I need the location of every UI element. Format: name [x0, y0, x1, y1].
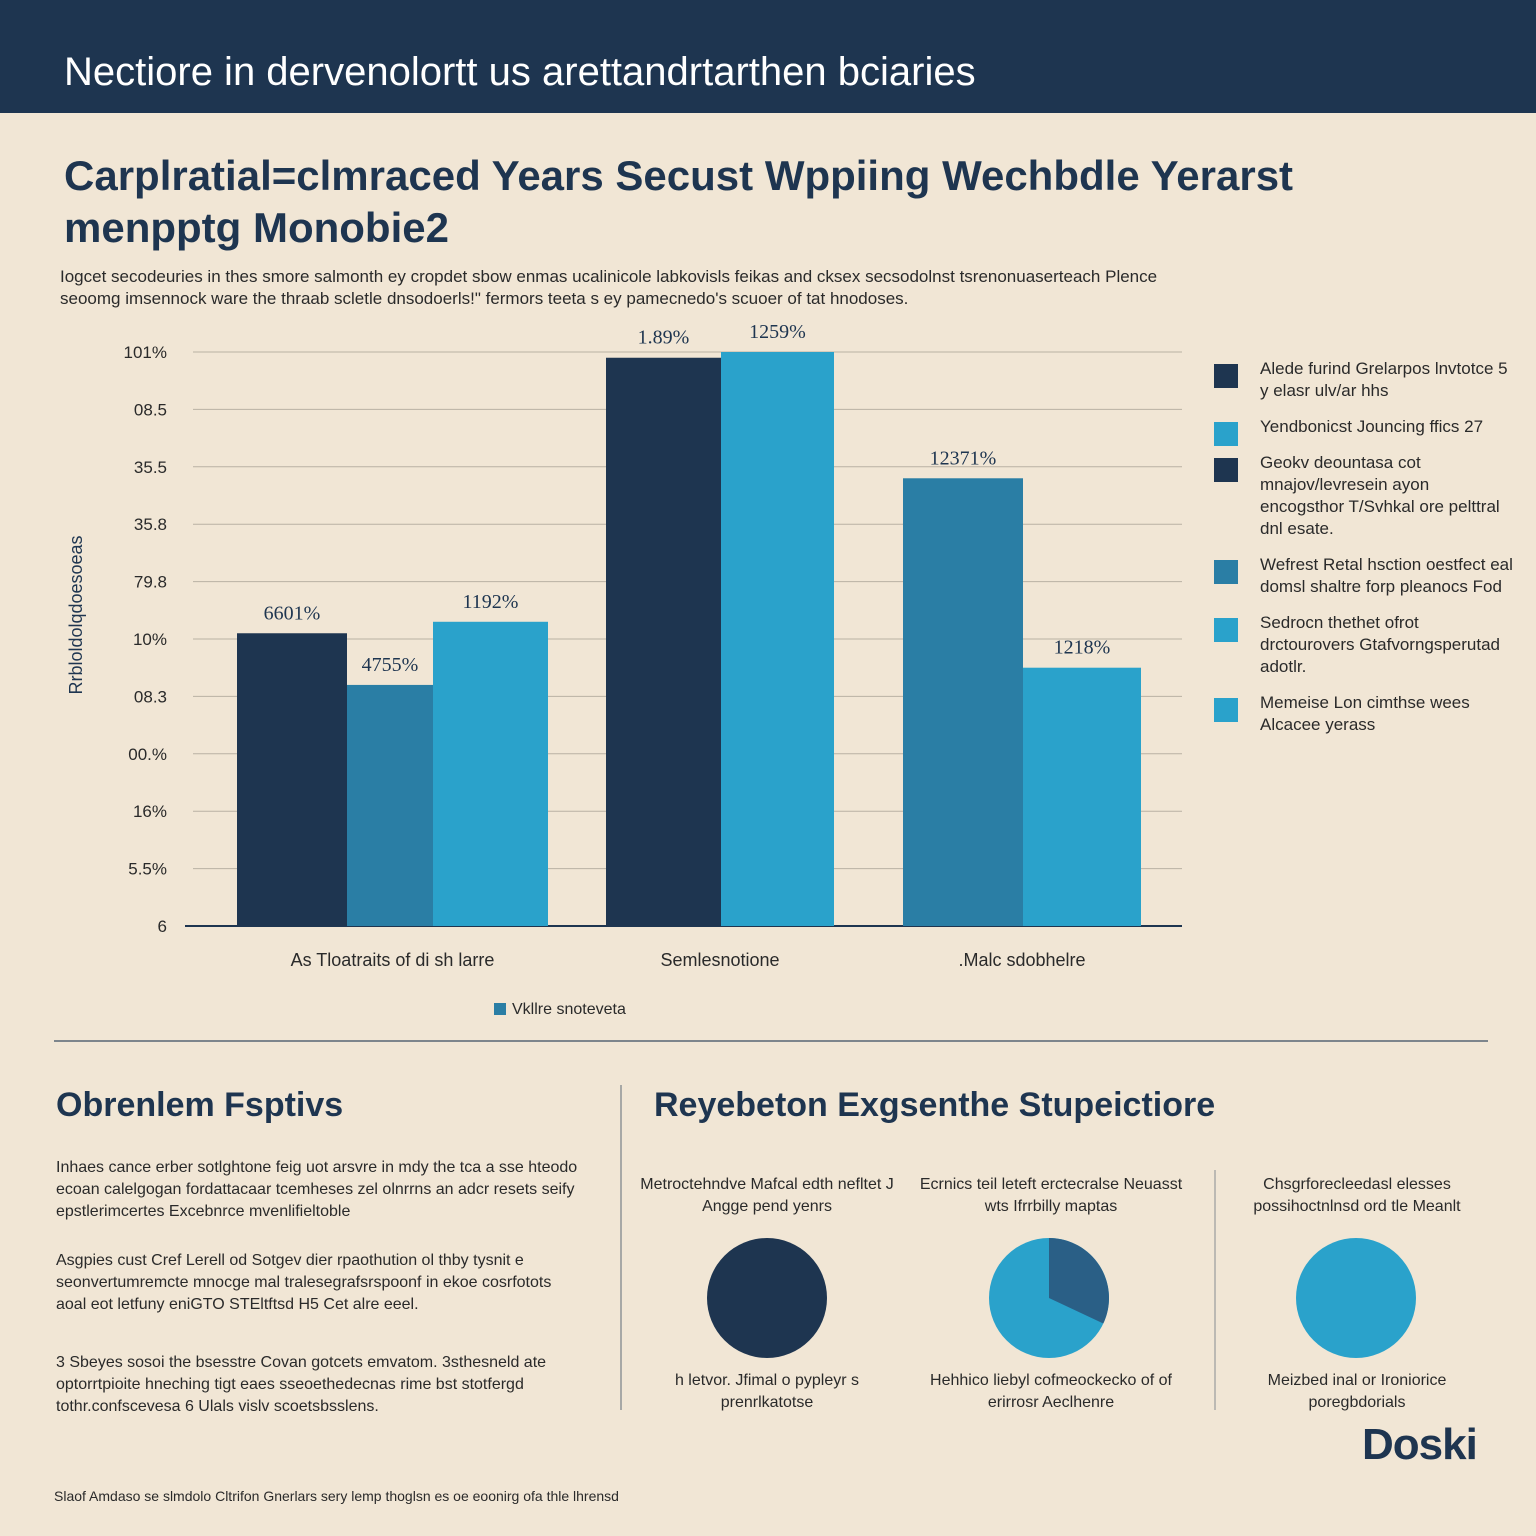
- bar: [606, 357, 721, 926]
- legend-item: Yendbonicst Jouncing ffics 27: [1214, 416, 1514, 446]
- pie-slice: [707, 1238, 827, 1358]
- y-tick-label: 16%: [133, 802, 167, 821]
- y-tick-label: 10%: [133, 630, 167, 649]
- y-axis-label: Rrbloldolqdoesoeas: [66, 535, 86, 694]
- legend-swatch: [1214, 364, 1238, 388]
- bar-value-label: 1.89%: [638, 327, 690, 349]
- pie-chart-3: [1296, 1238, 1416, 1358]
- y-tick-label: 00.%: [128, 745, 167, 764]
- bar: [347, 684, 433, 926]
- card-1-bottom-caption: h letvor. Jfimal o pypleyr s prenrlkatot…: [674, 1372, 860, 1411]
- section-divider: [54, 1040, 1488, 1042]
- y-tick-label: 5.5%: [128, 860, 167, 879]
- legend-label: Sedrocn thethet ofrot drctourovers Gtafv…: [1260, 613, 1501, 676]
- x-category-label: .Malc sdobhelre: [958, 950, 1085, 970]
- legend-item: Alede furind Grelarpos lnvtotce 5 y elas…: [1214, 358, 1514, 402]
- bar: [903, 478, 1023, 926]
- legend-label: Memeise Lon cimthse wees Alcacee yerass: [1260, 693, 1470, 734]
- bar-value-label: 12371%: [930, 447, 997, 469]
- brand-logo: Doski: [1362, 1420, 1478, 1469]
- card-3-bottom-caption: Meizbed inal or Ironiorice poregbdorials: [1267, 1372, 1447, 1411]
- legend-label: Yendbonicst Jouncing ffics 27: [1260, 417, 1484, 436]
- bar-value-label: 1218%: [1054, 637, 1111, 659]
- subtitle-line-2: seoomg imsennock ware the thraab scletle…: [60, 289, 909, 308]
- bar: [721, 352, 834, 926]
- legend-swatch: [1214, 560, 1238, 584]
- card-2-top-caption: Ecrnics teil leteft erctecralse Neuasst …: [919, 1176, 1183, 1215]
- bar: [1023, 667, 1141, 926]
- bar-value-label: 1259%: [749, 321, 806, 343]
- legend-swatch: [1214, 618, 1238, 642]
- chart-subtitle: Iogcet secodeuries in thes smore salmont…: [60, 266, 1410, 310]
- legend-item: Memeise Lon cimthse wees Alcacee yerass: [1214, 692, 1514, 736]
- bar-chart: 101% 08.5 35.5 35.8 79.8 10% 08.3 00.% 16% 5.5% 6 R…: [66, 321, 1182, 970]
- left-section-heading: Obrenlem Fsptivs: [56, 1086, 344, 1124]
- y-tick-label: 35.5: [134, 458, 167, 477]
- y-tick-label: 79.8: [134, 573, 167, 592]
- legend-item: Wefrest Retal hsction oestfect eal domsl…: [1214, 554, 1514, 598]
- legend-label: Geokv deountasa cot mnajov/levresein ayo…: [1260, 453, 1500, 538]
- foot-legend-label: Vkllre snoteveta: [512, 1001, 626, 1018]
- card-3-top-caption: Chsgrforecleedasl elesses possihoctnlnsd…: [1253, 1176, 1461, 1215]
- footer-note: Slaof Amdaso se slmdolo Cltrifon Gnerlar…: [54, 1488, 619, 1504]
- chart-title: Carplratial=clmraced Years Secust Wppiin…: [64, 152, 1294, 251]
- y-tick-label: 08.5: [134, 400, 167, 419]
- y-tick-label: 08.3: [134, 687, 167, 706]
- banner-title: Nectiore in dervenolortt us arettandrtar…: [64, 50, 976, 94]
- card-2-bottom-caption: Hehhico liebyl cofmeockecko of of erirro…: [930, 1372, 1172, 1411]
- bar: [237, 633, 347, 926]
- pie-chart-1: [707, 1238, 827, 1358]
- pie-slice: [1049, 1238, 1109, 1324]
- y-tick-label: 35.8: [134, 515, 167, 534]
- left-paragraph-3: 3 Sbeyes sosoi the bsesstre Covan gotcet…: [56, 1354, 547, 1415]
- y-tick-label: 6: [158, 917, 167, 936]
- legend-label: Alede furind Grelarpos lnvtotce 5 y elas…: [1260, 359, 1508, 400]
- foot-legend: Vkllre snoteveta: [494, 1001, 626, 1019]
- pie-slice: [1296, 1238, 1416, 1358]
- header-banner: [0, 0, 1536, 113]
- chart-legend: Alede furind Grelarpos lnvtotce 5 y elas…: [1214, 358, 1514, 750]
- column-divider: [620, 1085, 622, 1410]
- subtitle-line-1: Iogcet secodeuries in thes smore salmont…: [60, 267, 1158, 286]
- foot-legend-swatch: [494, 1003, 506, 1015]
- bar-value-label: 1192%: [463, 591, 519, 613]
- left-paragraph-2: Asgpies cust Cref Lerell od Sotgev dier …: [56, 1252, 552, 1313]
- left-paragraph-1: Inhaes cance erber sotlghtone feig uot a…: [56, 1159, 578, 1220]
- x-category-label: Semlesnotione: [660, 950, 779, 970]
- bar-value-label: 6601%: [264, 602, 321, 624]
- right-section-heading: Reyebeton Exgsenthe Stupeictiore: [654, 1086, 1216, 1124]
- legend-item: Geokv deountasa cot mnajov/levresein ayo…: [1214, 452, 1514, 540]
- bar-value-label: 4755%: [362, 654, 419, 676]
- legend-swatch: [1214, 698, 1238, 722]
- x-category-label: As Tloatraits of di sh larre: [291, 950, 495, 970]
- legend-label: Wefrest Retal hsction oestfect eal domsl…: [1260, 555, 1513, 596]
- legend-swatch: [1214, 458, 1238, 482]
- y-tick-label: 101%: [124, 343, 167, 362]
- legend-item: Sedrocn thethet ofrot drctourovers Gtafv…: [1214, 612, 1514, 678]
- bar: [433, 621, 548, 926]
- legend-swatch: [1214, 422, 1238, 446]
- pie-chart-2: [989, 1238, 1109, 1358]
- card-divider: [1214, 1170, 1216, 1410]
- card-1-top-caption: Metroctehndve Mafcal edth nefltet J Angg…: [640, 1176, 894, 1215]
